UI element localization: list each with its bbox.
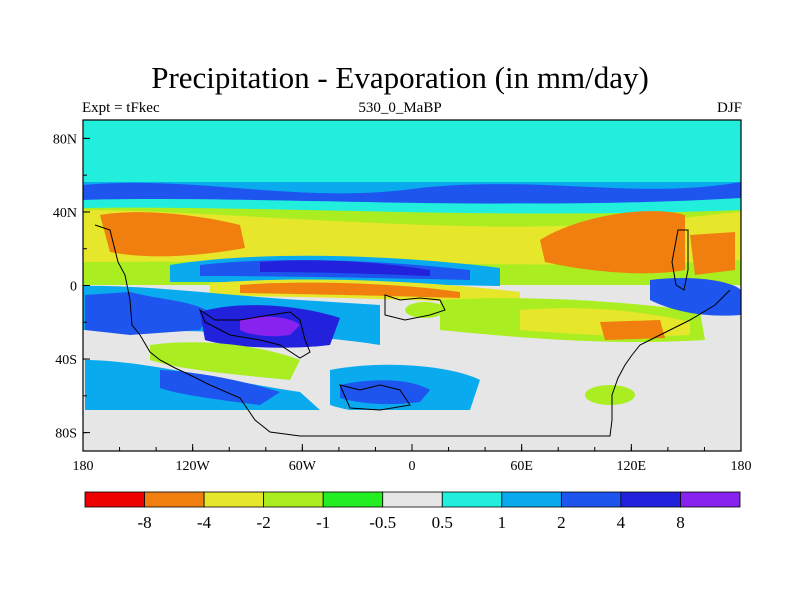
field-south-west bbox=[85, 292, 210, 335]
x-tick-label: 60W bbox=[289, 459, 317, 474]
field-spot-1 bbox=[585, 385, 635, 405]
season-label: DJF bbox=[716, 100, 742, 116]
field-south-pacific-core bbox=[600, 320, 665, 340]
colorbar-label: -4 bbox=[197, 513, 212, 532]
field-antarctic bbox=[83, 410, 741, 451]
y-tick-label: 80S bbox=[55, 427, 77, 442]
colorbar-label: 4 bbox=[617, 513, 626, 532]
mid-island-outline bbox=[384, 294, 446, 321]
field-south-peak bbox=[240, 316, 300, 337]
y-tick-label: 40S bbox=[55, 353, 77, 368]
colorbar-swatch bbox=[84, 491, 145, 508]
map-field bbox=[83, 120, 741, 451]
chart-title: Precipitation - Evaporation (in mm/day) bbox=[151, 60, 649, 95]
colorbar-swatch bbox=[322, 491, 384, 508]
x-tick-label: 120W bbox=[176, 459, 211, 474]
colorbar-label: -8 bbox=[137, 513, 151, 532]
field-itcz-core bbox=[260, 260, 430, 276]
colorbar-swatch bbox=[441, 491, 503, 508]
field-arctic-band bbox=[83, 120, 741, 182]
y-axis: 80N 40N 0 40S 80S bbox=[53, 132, 90, 442]
x-tick-label: 180 bbox=[73, 459, 94, 474]
field-spot-2 bbox=[405, 302, 445, 318]
x-tick-label: 180 bbox=[731, 459, 752, 474]
experiment-label: Expt = tFkec bbox=[82, 100, 160, 116]
colorbar-label: -2 bbox=[257, 513, 271, 532]
x-axis: 180 120W 60W 0 60E 120E 180 bbox=[73, 444, 752, 474]
colorbar-label: 8 bbox=[676, 513, 685, 532]
field-dry-east bbox=[540, 211, 685, 274]
colorbar-label: -0.5 bbox=[369, 513, 396, 532]
field-east-blue bbox=[650, 278, 741, 316]
field-south-blue-core bbox=[160, 370, 280, 405]
colorbar-swatch bbox=[501, 491, 562, 508]
field-south-atlantic-core bbox=[340, 380, 430, 405]
time-label: 530_0_MaBP bbox=[358, 100, 442, 116]
colorbar-swatch bbox=[382, 491, 443, 508]
colorbar-swatch bbox=[560, 491, 622, 508]
x-tick-label: 60E bbox=[510, 459, 533, 474]
inner-landmass-outline bbox=[198, 308, 311, 359]
colorbar-swatch bbox=[263, 491, 324, 508]
colorbar-swatch bbox=[203, 491, 265, 508]
colorbar-swatch bbox=[144, 491, 205, 508]
x-tick-label: 120E bbox=[617, 459, 647, 474]
field-eq-south-core bbox=[240, 282, 460, 298]
y-tick-label: 80N bbox=[53, 132, 77, 147]
x-tick-label: 0 bbox=[409, 459, 416, 474]
y-tick-label: 40N bbox=[53, 206, 77, 221]
colorbar-label: 0.5 bbox=[432, 513, 453, 532]
field-dry-west bbox=[100, 212, 245, 257]
field-south-green bbox=[150, 342, 300, 380]
y-tick-label: 0 bbox=[70, 280, 77, 295]
south-island-outline bbox=[339, 384, 411, 411]
colorbar-label: -1 bbox=[316, 513, 330, 532]
colorbar-label: 1 bbox=[498, 513, 507, 532]
southern-continent-outline bbox=[94, 224, 731, 437]
colorbar-swatch bbox=[680, 491, 741, 508]
colorbar-swatch bbox=[620, 491, 681, 508]
colorbar: -8 -4 -2 -1 -0.5 0.5 1 2 4 8 bbox=[84, 491, 741, 532]
field-dry-far-east bbox=[690, 232, 735, 275]
colorbar-label: 2 bbox=[557, 513, 566, 532]
east-island-outline bbox=[671, 229, 689, 291]
continent-outlines bbox=[94, 224, 731, 437]
